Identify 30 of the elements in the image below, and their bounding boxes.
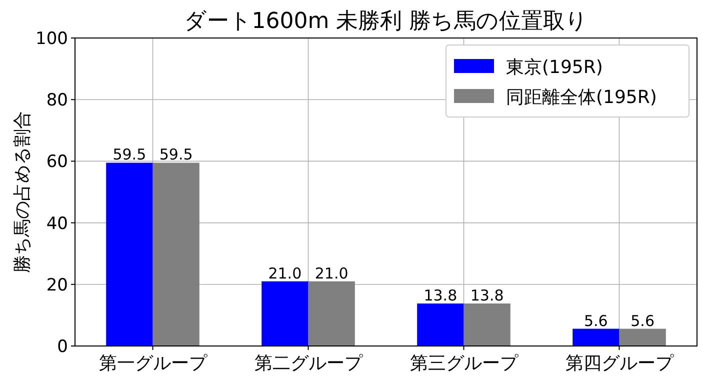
data-label: 59.5: [112, 146, 146, 164]
bar: [417, 303, 464, 346]
bar: [262, 281, 308, 346]
y-tick-label: 40: [46, 214, 68, 234]
chart-title: ダート1600m 未勝利 勝ち馬の位置取り: [184, 9, 588, 34]
data-label: 21.0: [268, 264, 302, 282]
y-tick-label: 100: [36, 29, 68, 49]
x-tick-label: 第一グループ: [98, 353, 208, 374]
bar: [152, 162, 200, 346]
bar: [106, 162, 153, 346]
y-tick-label: 20: [46, 275, 68, 296]
x-tick-label: 第四グループ: [565, 353, 674, 374]
data-label: 5.6: [584, 312, 608, 330]
legend-label: 東京(195R): [506, 57, 603, 78]
x-tick-label: 第二グループ: [254, 353, 364, 374]
bar: [619, 328, 666, 346]
data-label: 13.8: [424, 286, 458, 304]
y-tick-label: 0: [57, 337, 68, 357]
data-label: 21.0: [314, 264, 348, 282]
y-axis-title: 勝ち馬の占める割合: [12, 111, 33, 273]
data-label: 13.8: [470, 286, 504, 304]
bar: [308, 281, 355, 346]
bar: [572, 328, 620, 346]
y-tick-label: 80: [46, 90, 68, 111]
data-label: 59.5: [159, 146, 193, 164]
bar: [464, 303, 510, 346]
data-label: 5.6: [630, 312, 655, 330]
legend-label: 同距離全体(195R): [506, 87, 657, 108]
y-tick-label: 60: [46, 152, 68, 172]
x-tick-label: 第三グループ: [410, 353, 519, 374]
